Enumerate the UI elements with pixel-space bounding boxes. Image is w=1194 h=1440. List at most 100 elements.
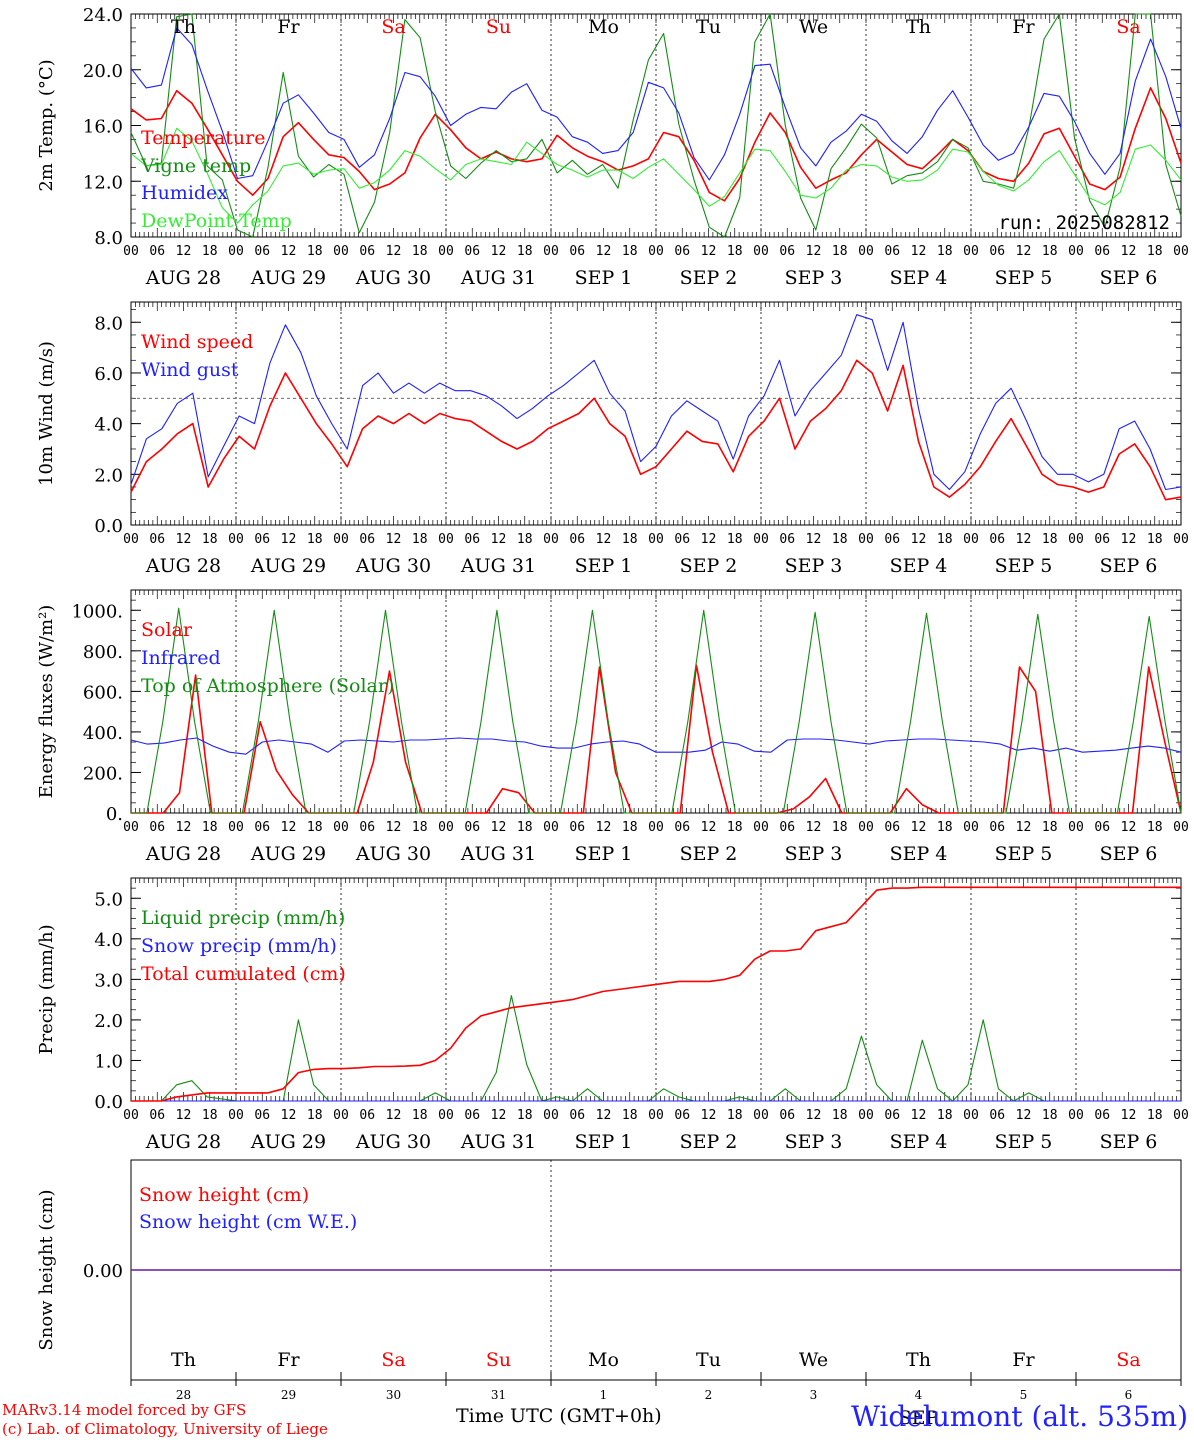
legend-temperature: Temperature bbox=[141, 127, 265, 149]
hour-label: 18 bbox=[1147, 1108, 1163, 1123]
hour-label: 06 bbox=[569, 244, 585, 259]
legend-liquid-precip-mm-h-: Liquid precip (mm/h) bbox=[141, 907, 345, 929]
date-label: SEP 2 bbox=[680, 267, 738, 289]
hour-label: 18 bbox=[412, 244, 428, 259]
weekday-label: Th bbox=[906, 1349, 931, 1371]
weekday-label: Mo bbox=[588, 1349, 619, 1371]
hour-label: 12 bbox=[806, 820, 822, 835]
hour-label: 06 bbox=[569, 532, 585, 547]
hour-label: 00 bbox=[543, 1108, 559, 1123]
date-label: SEP 2 bbox=[680, 555, 738, 577]
hour-label: 18 bbox=[307, 244, 323, 259]
y-tick-label: 0. bbox=[106, 804, 123, 825]
hour-label: 18 bbox=[622, 244, 638, 259]
hour-label: 00 bbox=[963, 244, 979, 259]
month-label: SEP bbox=[899, 1407, 939, 1429]
hour-label: 00 bbox=[858, 244, 874, 259]
date-label: AUG 30 bbox=[355, 555, 431, 577]
day-number-label: 28 bbox=[176, 1388, 191, 1402]
hour-label: 12 bbox=[491, 532, 507, 547]
date-label: AUG 31 bbox=[460, 267, 536, 289]
hour-label: 12 bbox=[911, 1108, 927, 1123]
series-line-top-of-atmosphere-solar- bbox=[131, 607, 1182, 814]
date-label: AUG 30 bbox=[355, 267, 431, 289]
series-line-liquid-precip-mm-h- bbox=[131, 995, 1181, 1102]
hour-label: 00 bbox=[543, 532, 559, 547]
hour-label: 12 bbox=[701, 1108, 717, 1123]
y-axis-title: Energy fluxes (W/m²) bbox=[36, 605, 57, 799]
y-tick-label: 4.0 bbox=[94, 930, 123, 951]
weekday-label: Mo bbox=[588, 16, 619, 38]
hour-label: 06 bbox=[254, 820, 270, 835]
y-tick-label: 0.0 bbox=[94, 1092, 123, 1113]
hour-label: 00 bbox=[648, 820, 664, 835]
hour-label: 12 bbox=[1121, 532, 1137, 547]
hour-label: 18 bbox=[832, 1108, 848, 1123]
hour-label: 18 bbox=[1147, 820, 1163, 835]
hour-label: 12 bbox=[596, 532, 612, 547]
date-label: SEP 5 bbox=[995, 555, 1053, 577]
y-tick-label: 0.00 bbox=[83, 1261, 123, 1282]
panel-5: 0.00 Snow height (cm) Snow height (cm) Snow… bbox=[36, 1159, 1182, 1386]
y-axis-title: 10m Wind (m/s) bbox=[36, 341, 57, 486]
legend-dewpoint-temp: DewPoint Temp bbox=[141, 210, 292, 232]
date-label: SEP 1 bbox=[575, 843, 633, 865]
weekday-label: Sa bbox=[381, 1349, 405, 1371]
hour-label: 18 bbox=[622, 820, 638, 835]
hour-label: 06 bbox=[779, 532, 795, 547]
hour-label: 12 bbox=[701, 532, 717, 547]
hour-label: 18 bbox=[727, 244, 743, 259]
hour-label: 12 bbox=[281, 244, 297, 259]
hour-label: 00 bbox=[1068, 532, 1084, 547]
date-label: SEP 5 bbox=[995, 1131, 1053, 1153]
hour-label: 06 bbox=[1094, 820, 1110, 835]
date-label: SEP 5 bbox=[995, 267, 1053, 289]
hour-label: 00 bbox=[1173, 244, 1189, 259]
hour-label: 12 bbox=[596, 1108, 612, 1123]
y-tick-label: 5.0 bbox=[94, 889, 123, 910]
hour-label: 18 bbox=[307, 1108, 323, 1123]
hour-label: 12 bbox=[1121, 1108, 1137, 1123]
hour-label: 18 bbox=[622, 1108, 638, 1123]
y-axis-title: 2m Temp. (°C) bbox=[36, 59, 57, 191]
weekday-label: Th bbox=[171, 1349, 196, 1371]
hour-label: 12 bbox=[701, 244, 717, 259]
hour-label: 00 bbox=[333, 532, 349, 547]
hour-label: 00 bbox=[123, 820, 139, 835]
weekday-label: Su bbox=[486, 16, 511, 38]
hour-label: 18 bbox=[937, 820, 953, 835]
hour-label: 18 bbox=[412, 1108, 428, 1123]
hour-label: 18 bbox=[832, 244, 848, 259]
weekday-label: We bbox=[799, 16, 828, 38]
day-number-label: 29 bbox=[281, 1388, 296, 1402]
date-label: AUG 28 bbox=[145, 555, 221, 577]
series-line-vigne-temp bbox=[130, 13, 1182, 238]
date-label: SEP 4 bbox=[890, 555, 948, 577]
panel-3: 0. 200. 400. 600. 800. 1000. Energy fluxes (W/… bbox=[36, 589, 1189, 865]
hour-label: 18 bbox=[517, 244, 533, 259]
hour-label: 12 bbox=[1121, 820, 1137, 835]
hour-label: 12 bbox=[911, 820, 927, 835]
hour-label: 18 bbox=[1147, 532, 1163, 547]
hour-label: 12 bbox=[281, 1108, 297, 1123]
hour-label: 12 bbox=[176, 820, 192, 835]
date-label: SEP 3 bbox=[785, 267, 843, 289]
legend-snow-precip-mm-h-: Snow precip (mm/h) bbox=[141, 935, 337, 957]
weekday-label: Tu bbox=[696, 1349, 721, 1371]
hour-label: 06 bbox=[674, 532, 690, 547]
date-label: SEP 1 bbox=[575, 1131, 633, 1153]
legend-top-of-atmosphere-solar-: Top of Atmosphere (Solar) bbox=[141, 675, 394, 697]
series-line-wind-speed bbox=[130, 359, 1182, 501]
y-tick-label: 200. bbox=[83, 763, 123, 784]
date-label: SEP 2 bbox=[680, 1131, 738, 1153]
hour-label: 00 bbox=[123, 244, 139, 259]
hour-label: 18 bbox=[517, 532, 533, 547]
hour-label: 06 bbox=[149, 820, 165, 835]
hour-label: 06 bbox=[359, 532, 375, 547]
hour-label: 06 bbox=[359, 820, 375, 835]
hour-label: 06 bbox=[149, 1108, 165, 1123]
hour-label: 18 bbox=[307, 820, 323, 835]
y-tick-label: 2.0 bbox=[94, 1011, 123, 1032]
hour-label: 18 bbox=[937, 244, 953, 259]
